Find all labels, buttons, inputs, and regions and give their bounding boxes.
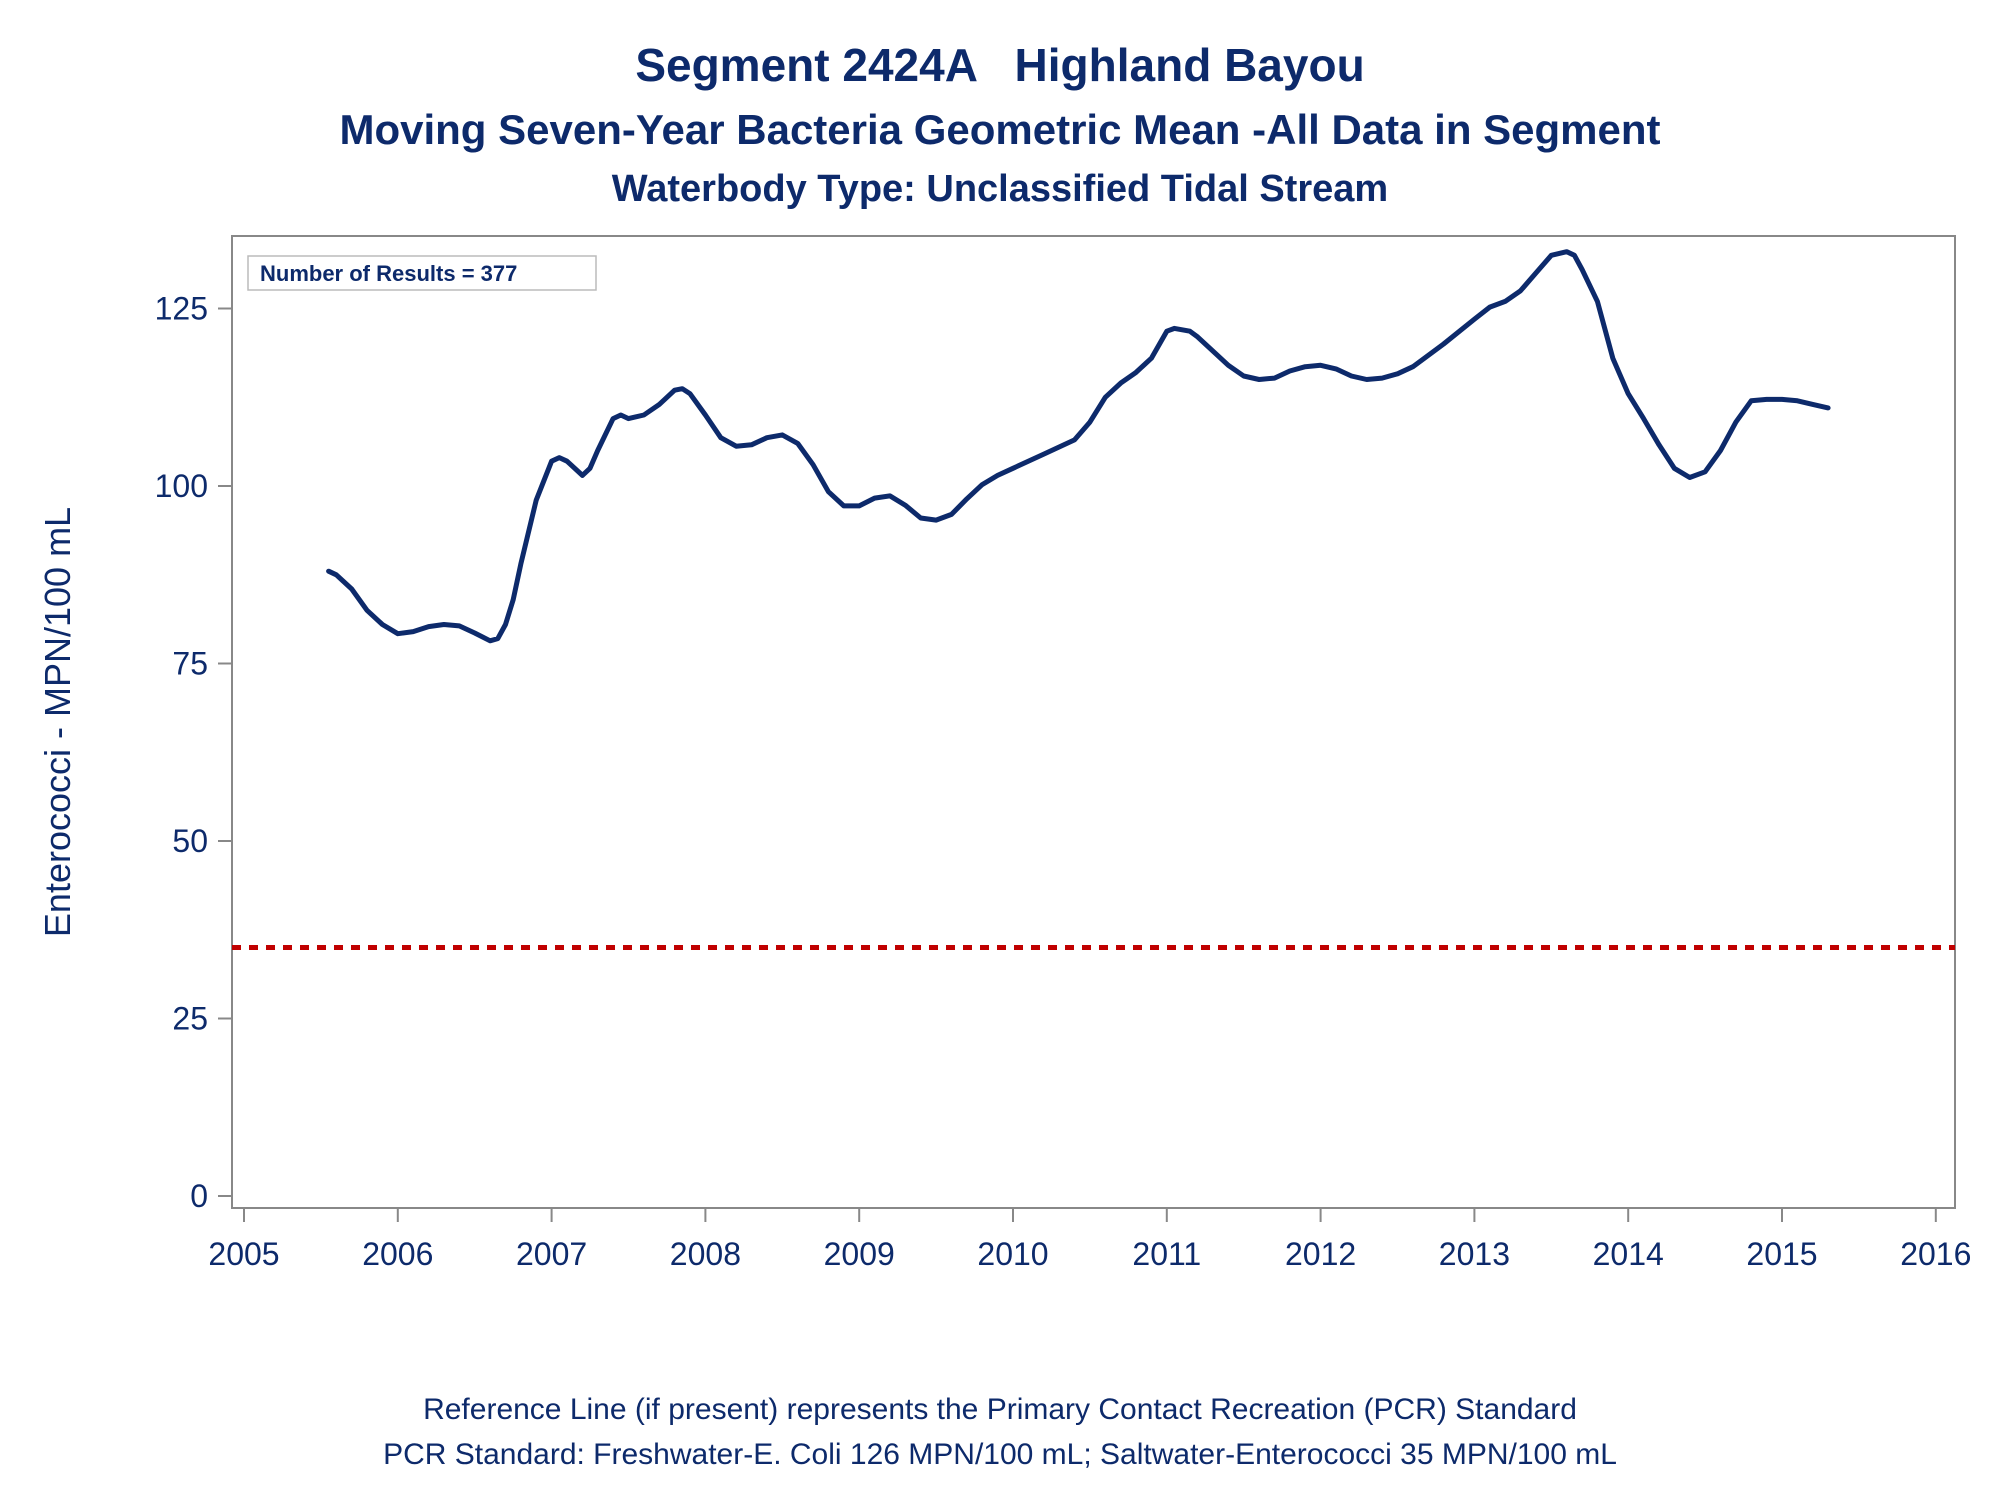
y-tick-label-0: 0 — [190, 1178, 208, 1214]
x-tick-label-2014: 2014 — [1593, 1236, 1664, 1272]
chart-subtitle-waterbody: Waterbody Type: Unclassified Tidal Strea… — [611, 168, 1389, 210]
y-tick-label-75: 75 — [172, 646, 208, 682]
x-axis: 2005 2006 2007 2008 2009 2010 2011 2012 2013 2014… — [208, 1208, 1971, 1272]
y-tick-label-125: 125 — [155, 291, 208, 327]
y-tick-label-25: 25 — [172, 1001, 208, 1037]
x-tick-label-2013: 2013 — [1439, 1236, 1510, 1272]
plot-frame — [231, 235, 1956, 1209]
y-tick-label-50: 50 — [172, 823, 208, 859]
y-tick-label-100: 100 — [155, 468, 208, 504]
x-tick-label-2016: 2016 — [1900, 1236, 1971, 1272]
series-line-0 — [326, 249, 1831, 644]
footnote-pcr-standard: PCR Standard: Freshwater-E. Coli 126 MPN… — [383, 1438, 1617, 1471]
footnote-reference-line: Reference Line (if present) represents t… — [423, 1393, 1577, 1426]
x-tick-label-2008: 2008 — [670, 1236, 741, 1272]
x-tick-label-2010: 2010 — [977, 1236, 1048, 1272]
x-tick-label-2009: 2009 — [824, 1236, 895, 1272]
x-tick-label-2015: 2015 — [1746, 1236, 1817, 1272]
y-axis: 0 25 50 75 100 125 — [155, 291, 232, 1214]
x-tick-label-2011: 2011 — [1132, 1236, 1201, 1272]
x-tick-label-2005: 2005 — [208, 1236, 279, 1272]
chart-subtitle: Moving Seven-Year Bacteria Geometric Mea… — [339, 106, 1661, 153]
x-tick-label-2012: 2012 — [1285, 1236, 1356, 1272]
results-count-box — [247, 255, 597, 291]
x-tick-label-2007: 2007 — [516, 1236, 587, 1272]
chart-title: Segment 2424A Highland Bayou — [635, 39, 1365, 91]
results-count-label: Number of Results = 377 — [260, 261, 517, 286]
y-axis-label: Enterococci - MPN/100 mL — [37, 507, 78, 937]
x-tick-label-2006: 2006 — [362, 1236, 433, 1272]
